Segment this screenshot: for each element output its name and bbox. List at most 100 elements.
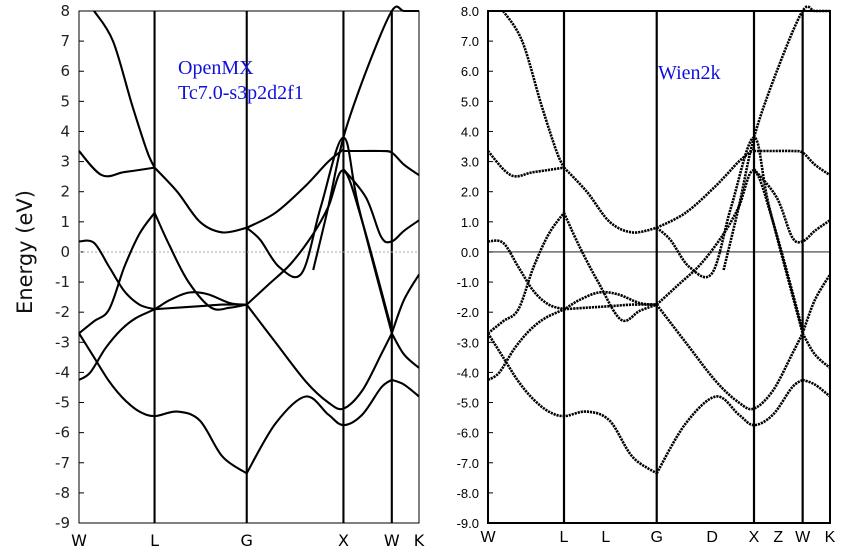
kpoint-label: L	[601, 529, 610, 546]
kpoint-label: W	[795, 529, 811, 546]
y-tick-label: -7.0	[457, 456, 479, 471]
openmx-y-ticks: 8 7 6 5 4 3 2 1 0 -1 -2 -3 -4 -5 -6 -7 -8 -9	[55, 2, 84, 532]
wien2k-annotation: Wien2k	[658, 62, 721, 84]
y-tick-label: 5	[60, 92, 70, 110]
kpoint-label: L	[560, 529, 569, 546]
y-tick-label: -5	[55, 394, 70, 412]
y-tick-label: -1.0	[457, 275, 479, 290]
band-line	[78, 150, 155, 178]
band-line	[343, 149, 420, 176]
wien2k-y-ticks: 8.0 7.0 6.0 5.0 4.0 3.0 2.0 1.0 0.0 -1.0 -2.0 -3.0 -…	[457, 4, 493, 531]
y-tick-label: 7	[60, 32, 70, 50]
kpoint-label: K	[825, 529, 836, 546]
band-line	[655, 303, 804, 411]
band-line	[154, 303, 247, 311]
y-tick-label: 2.0	[461, 185, 479, 200]
y-tick-label: -3	[55, 333, 70, 351]
y-tick-label: 8	[60, 2, 70, 20]
kpoint-label: K	[414, 531, 425, 550]
y-tick-label: 5.0	[461, 94, 479, 109]
y-tick-label: -6.0	[457, 426, 479, 441]
band-line	[754, 149, 831, 177]
band-line	[391, 378, 420, 398]
y-tick-label: 2	[60, 183, 70, 201]
kpoint-label: D	[706, 529, 718, 546]
wien2k-bands	[486, 5, 832, 475]
y-tick-label: 4.0	[461, 124, 479, 139]
kpoint-label: W	[71, 531, 87, 550]
y-tick-label: -3.0	[457, 335, 479, 350]
band-line	[246, 148, 345, 229]
kpoint-label: Z	[773, 529, 783, 546]
y-tick-label: 3.0	[461, 155, 479, 170]
band-line	[722, 5, 830, 271]
band-line	[487, 150, 565, 178]
y-tick-label: 3	[60, 153, 70, 171]
openmx-annotation-line2: Tc7.0-s3p2d2f1	[178, 82, 304, 104]
y-tick-label: 8.0	[461, 4, 479, 19]
band-line	[487, 239, 565, 311]
y-tick-label: -1	[55, 273, 70, 291]
y-tick-label: -9.0	[457, 516, 479, 531]
openmx-bands	[78, 5, 420, 475]
openmx-annotation-line1: OpenMX	[178, 57, 254, 79]
band-line	[245, 379, 393, 474]
band-line	[487, 212, 566, 335]
y-tick-label: 4	[60, 122, 70, 140]
kpoint-label: W	[384, 531, 400, 550]
y-tick-label: 1	[60, 213, 70, 231]
openmx-plot-frame	[78, 10, 420, 524]
y-tick-label: -7	[55, 454, 70, 472]
wien2k-panel: 8.0 7.0 6.0 5.0 4.0 3.0 2.0 1.0 0.0 -1.0 -2.0 -3.0 -…	[457, 4, 836, 546]
y-tick-label: -4	[55, 363, 70, 381]
kpoint-label: X	[749, 529, 760, 546]
y-tick-label: -9	[55, 514, 70, 532]
band-line	[78, 332, 248, 475]
band-line	[390, 273, 420, 334]
kpoint-label: L	[150, 531, 159, 550]
band-line	[78, 212, 156, 335]
y-tick-label: 1.0	[461, 215, 479, 230]
band-line	[153, 212, 247, 311]
y-tick-label: -5.0	[457, 396, 479, 411]
band-line	[655, 169, 804, 331]
y-tick-label: -2	[55, 303, 70, 321]
band-line	[563, 303, 657, 311]
kpoint-label: G	[650, 529, 662, 546]
band-line	[245, 136, 393, 334]
band-line	[312, 5, 419, 271]
band-line	[502, 10, 566, 169]
band-line	[245, 303, 393, 411]
y-axis-title: Energy (eV)	[13, 190, 37, 314]
band-line	[656, 148, 755, 229]
y-tick-label: 0	[60, 243, 70, 261]
band-line	[486, 332, 658, 475]
kpoint-label: X	[338, 531, 349, 550]
band-line	[78, 239, 155, 311]
band-line	[390, 332, 420, 369]
y-tick-label: -6	[55, 424, 70, 442]
kpoint-label: G	[241, 531, 253, 550]
band-line	[801, 273, 832, 334]
wien2k-plot-frame	[487, 10, 831, 524]
kpoint-label: W	[480, 529, 496, 546]
band-line	[562, 212, 658, 323]
y-tick-label: -2.0	[457, 305, 479, 320]
y-tick-label: 7.0	[461, 34, 479, 49]
band-line	[655, 136, 804, 334]
y-tick-label: -8	[55, 484, 70, 502]
band-line	[153, 166, 247, 234]
band-line	[563, 166, 658, 234]
band-line	[487, 290, 657, 382]
y-tick-label: 6	[60, 62, 70, 80]
y-tick-label: 6.0	[461, 64, 479, 79]
band-line	[801, 332, 831, 369]
y-tick-label: 0.0	[461, 245, 479, 260]
band-line	[342, 168, 420, 244]
y-tick-label: -8.0	[457, 486, 479, 501]
band-line	[802, 378, 831, 398]
